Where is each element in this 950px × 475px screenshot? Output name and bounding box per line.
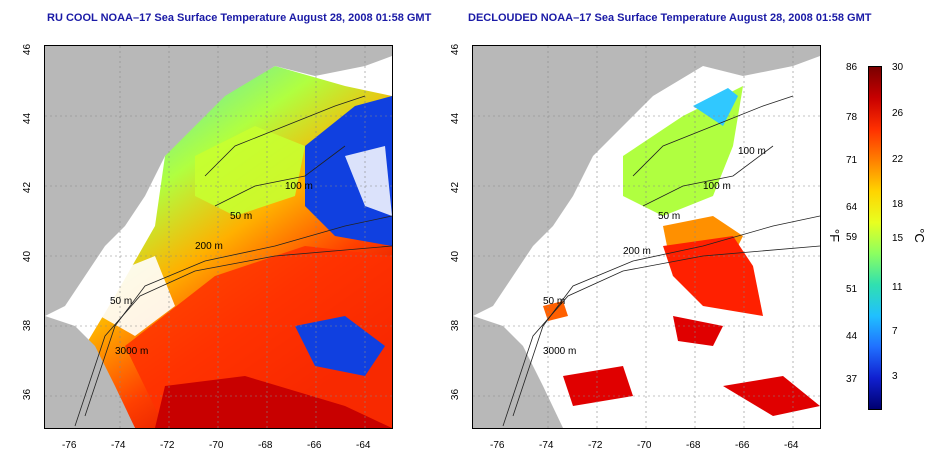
right-patch-3 (723, 376, 820, 416)
right-xtick: -68 (686, 440, 701, 451)
colorbar-unit-fahrenheit: °F (827, 228, 843, 243)
right-ytick: 38 (450, 319, 462, 332)
left-ytick: 42 (22, 181, 34, 194)
left-xtick: -66 (307, 440, 322, 451)
colorbar-c-tick: 11 (892, 282, 903, 293)
colorbar-c-tick: 7 (892, 326, 898, 337)
left-xtick: -64 (356, 440, 371, 451)
left-gulf-maine (195, 126, 305, 216)
right-xtick: -70 (637, 440, 652, 451)
left-deep-red-region (155, 376, 392, 428)
left-ytick: 36 (22, 388, 34, 401)
left-contour-label-50: 50 m (230, 211, 253, 222)
right-xtick: -64 (784, 440, 799, 451)
colorbar-f-tick: 59 (846, 232, 858, 243)
left-xtick: -70 (209, 440, 224, 451)
colorbar-f-tick: 86 (846, 62, 858, 73)
left-xtick: -74 (111, 440, 126, 451)
right-map-title: DECLOUDED NOAA–17 Sea Surface Temperatur… (468, 12, 872, 24)
right-contour-label-3000: 3000 m (543, 346, 577, 357)
left-xtick: -76 (62, 440, 77, 451)
colorbar-f-tick: 44 (846, 331, 858, 342)
left-contour-label-200: 200 m (195, 241, 223, 252)
left-xtick: -72 (160, 440, 175, 451)
left-xtick: -68 (258, 440, 273, 451)
right-ytick: 42 (450, 181, 462, 194)
right-contour-label-50b: 50 m (543, 296, 566, 307)
right-xtick: -72 (588, 440, 603, 451)
left-map-title: RU COOL NOAA–17 Sea Surface Temperature … (47, 12, 432, 24)
left-cold-eddy (295, 316, 385, 376)
right-contour-label-100: 100 m (738, 146, 766, 157)
left-ytick: 40 (22, 250, 34, 263)
left-sst-map: 200 m 100 m 50 m 50 m 3000 m (44, 45, 393, 429)
left-ytick: 46 (22, 43, 34, 56)
right-land (473, 46, 820, 316)
left-contour-label-3000: 3000 m (115, 346, 149, 357)
left-land (45, 46, 392, 316)
right-ytick: 36 (450, 388, 462, 401)
right-contour-label-200: 200 m (623, 246, 651, 257)
right-xtick: -76 (490, 440, 505, 451)
left-contour-label-50b: 50 m (110, 296, 133, 307)
right-patch-4 (673, 316, 723, 346)
left-contour-label-100: 100 m (285, 181, 313, 192)
right-xtick: -74 (539, 440, 554, 451)
colorbar-c-tick: 30 (892, 62, 904, 73)
right-ytick: 40 (450, 250, 462, 263)
right-patch-1 (543, 301, 568, 321)
colorbar-f-tick: 78 (846, 112, 858, 123)
right-contour-label-100b: 100 m (703, 181, 731, 192)
right-ytick: 44 (450, 112, 462, 125)
colorbar-c-tick: 22 (892, 154, 904, 165)
left-ytick: 44 (22, 112, 34, 125)
right-patch-2 (563, 366, 633, 406)
left-warm-region (125, 246, 392, 428)
colorbar-f-tick: 37 (846, 374, 858, 385)
colorbar-f-tick: 71 (846, 155, 858, 166)
right-sst-map: 200 m 100 m 100 m 50 m 50 m 3000 m (472, 45, 821, 429)
colorbar-unit-celsius: °C (911, 228, 927, 243)
right-ytick: 46 (450, 43, 462, 56)
colorbar-f-tick: 64 (846, 202, 858, 213)
colorbar-c-tick: 3 (892, 371, 898, 382)
colorbar-c-tick: 26 (892, 108, 904, 119)
right-gulf-maine-cool (693, 88, 738, 126)
colorbar-c-tick: 18 (892, 199, 904, 210)
right-land-south (473, 316, 563, 428)
right-xtick: -66 (735, 440, 750, 451)
left-cold-region (305, 96, 392, 246)
left-ytick: 38 (22, 319, 34, 332)
colorbar-c-tick: 15 (892, 233, 904, 244)
left-cloud-patch-2 (345, 146, 392, 216)
right-contour-label-50: 50 m (658, 211, 681, 222)
colorbar-f-tick: 51 (846, 284, 858, 295)
left-land-south (45, 316, 135, 428)
temperature-colorbar (868, 66, 882, 410)
